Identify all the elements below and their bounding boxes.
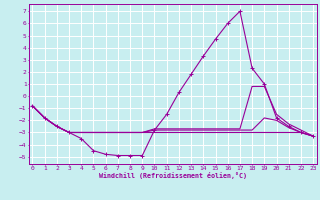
X-axis label: Windchill (Refroidissement éolien,°C): Windchill (Refroidissement éolien,°C) bbox=[99, 172, 247, 179]
